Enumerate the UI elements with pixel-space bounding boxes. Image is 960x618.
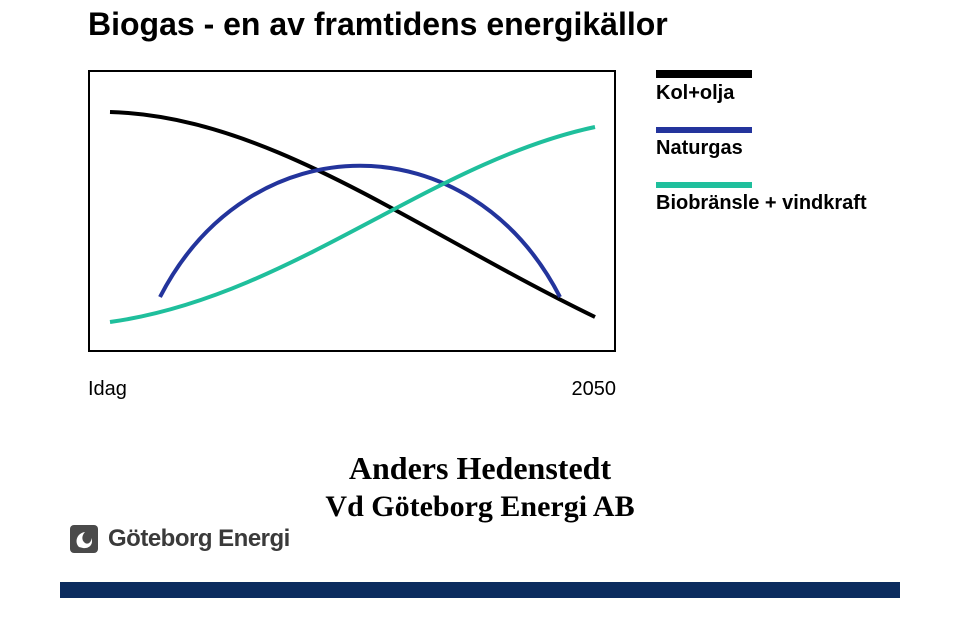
logo-icon [70,525,98,553]
legend-swatch [656,70,752,78]
series-naturgas [160,166,560,297]
x-axis-label-right: 2050 [572,378,617,401]
author-title: Vd Göteborg Energi AB [0,490,960,524]
legend-label: Biobränsle + vindkraft [656,192,867,215]
logo-text: Göteborg Energi [108,525,290,553]
series-kol-olja [110,112,595,317]
legend-item-naturgas: Naturgas [656,127,867,160]
legend-item-kol-olja: Kol+olja [656,70,867,105]
page-title: Biogas - en av framtidens energikällor [88,6,668,43]
legend-swatch [656,127,752,133]
slide: Biogas - en av framtidens energikällor I… [0,0,960,618]
legend-swatch [656,182,752,188]
energy-transition-chart [88,70,616,352]
series-biobransle-vindkraft [110,127,595,322]
legend-label: Kol+olja [656,82,867,105]
author-name: Anders Hedenstedt [0,450,960,487]
chart-legend: Kol+olja Naturgas Biobränsle + vindkraft [656,70,867,237]
legend-item-biobransle: Biobränsle + vindkraft [656,182,867,215]
footer-accent-bar [60,582,900,598]
legend-label: Naturgas [656,137,867,160]
x-axis-label-left: Idag [88,378,127,401]
chart-svg [90,72,614,350]
company-logo: Göteborg Energi [70,525,290,553]
